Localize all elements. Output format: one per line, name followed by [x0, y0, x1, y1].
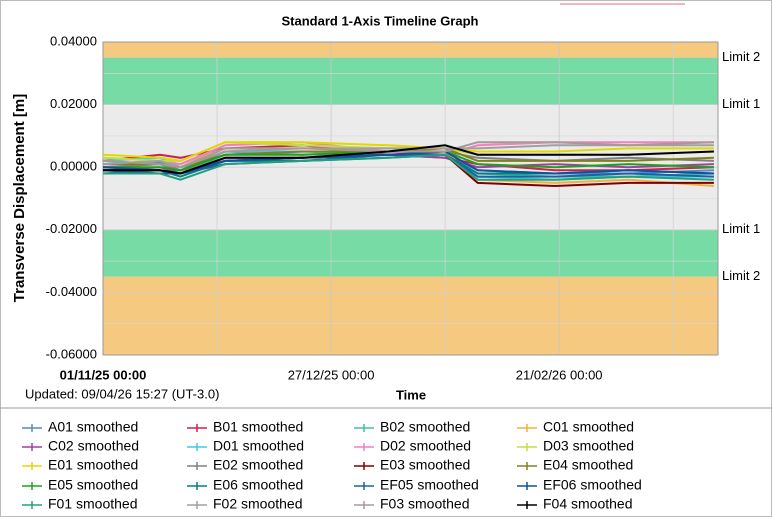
y-tick-label: 0.00000: [50, 159, 97, 174]
x-tick-label: 01/11/25 00:00: [60, 367, 147, 382]
legend-label: E04 smoothed: [543, 457, 633, 473]
limit-label: Limit 2: [722, 268, 760, 283]
legend-label: E05 smoothed: [48, 477, 138, 493]
legend-label: EF06 smoothed: [543, 477, 642, 493]
legend-label: B01 smoothed: [213, 419, 303, 435]
y-tick-label: 0.04000: [50, 33, 97, 48]
y-tick-label: -0.04000: [46, 284, 97, 299]
legend-label: EF05 smoothed: [380, 477, 479, 493]
legend-label: E01 smoothed: [48, 457, 138, 473]
legend-label: C01 smoothed: [543, 419, 634, 435]
x-tick-label: 27/12/25 00:00: [288, 367, 375, 382]
legend-label: F03 smoothed: [380, 496, 470, 512]
y-axis-label: Transverse Displacement [m]: [11, 94, 28, 302]
series-line: [103, 153, 714, 181]
limit-label: Limit 1: [722, 96, 760, 111]
series-line: [102, 144, 714, 169]
legend-label: B02 smoothed: [380, 419, 470, 435]
legend-label: F02 smoothed: [213, 496, 303, 512]
plot-border: [102, 41, 719, 356]
limit-label: Limit 2: [722, 49, 760, 64]
legend-label: E03 smoothed: [380, 457, 470, 473]
legend-label: F04 smoothed: [543, 496, 633, 512]
legend-label: A01 smoothed: [48, 419, 138, 435]
legend-label: D01 smoothed: [213, 438, 304, 454]
legend-label: F01 smoothed: [48, 496, 138, 512]
legend-label: D02 smoothed: [380, 438, 471, 454]
limit-label: Limit 1: [722, 221, 760, 236]
x-tick-label: 21/02/26 00:00: [516, 367, 603, 382]
limit-band: [103, 42, 718, 58]
updated-note: Updated: 09/04/26 15:27 (UT-3.0): [25, 386, 219, 401]
legend-label: D03 smoothed: [543, 438, 634, 454]
limit-band: [103, 229, 718, 277]
limit-band: [103, 57, 718, 105]
x-axis-label: Time: [396, 387, 426, 402]
limit-band: [103, 276, 718, 355]
y-tick-label: -0.06000: [46, 346, 97, 361]
chart-title: Standard 1-Axis Timeline Graph: [282, 13, 479, 28]
series-line: [102, 141, 714, 162]
series-line: [103, 144, 714, 175]
legend-label: E02 smoothed: [213, 457, 303, 473]
legend-label: C02 smoothed: [48, 438, 139, 454]
y-tick-label: 0.02000: [50, 96, 97, 111]
y-tick-label: -0.02000: [46, 221, 97, 236]
legend-label: E06 smoothed: [213, 477, 303, 493]
